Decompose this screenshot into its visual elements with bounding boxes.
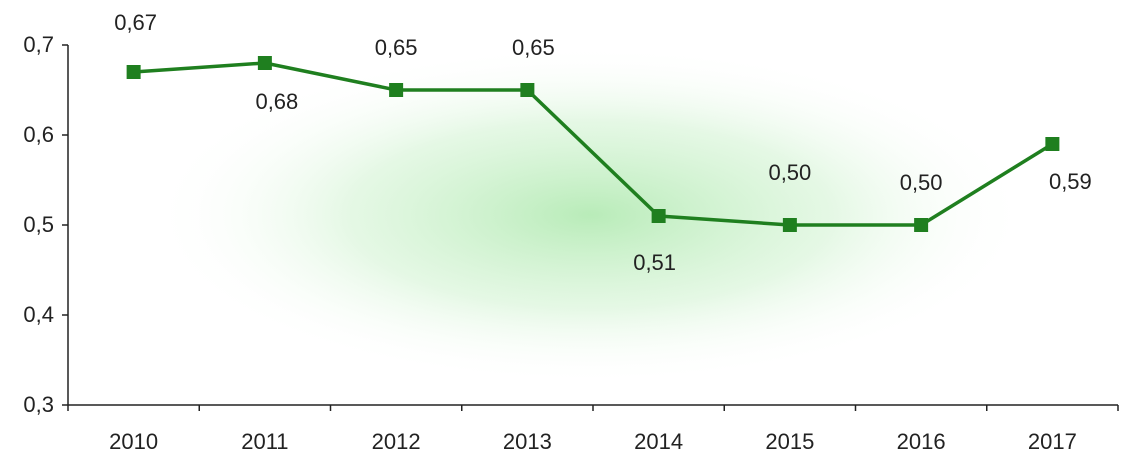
series-line xyxy=(133,61,1054,227)
x-tick-label: 2010 xyxy=(109,429,158,454)
data-label: 0,67 xyxy=(114,10,157,35)
data-point-marker xyxy=(651,209,666,223)
x-tick-label: 2014 xyxy=(634,429,683,454)
data-point-marker xyxy=(520,83,535,97)
data-label: 0,65 xyxy=(512,35,555,60)
plot-background-glow xyxy=(150,45,1030,385)
x-tick-label: 2013 xyxy=(503,429,552,454)
x-tick-label: 2016 xyxy=(897,429,946,454)
y-tick-label: 0,6 xyxy=(23,122,54,147)
x-tick-label: 2012 xyxy=(372,429,421,454)
data-point-marker xyxy=(1045,137,1060,151)
y-tick-label: 0,3 xyxy=(23,392,54,417)
x-tick-label: 2011 xyxy=(241,429,288,454)
data-label: 0,50 xyxy=(768,160,811,185)
data-label: 0,65 xyxy=(375,35,418,60)
data-point-marker xyxy=(389,83,404,97)
data-point-marker xyxy=(257,56,272,70)
y-tick-label: 0,7 xyxy=(23,32,54,57)
data-label: 0,59 xyxy=(1049,169,1092,194)
data-label: 0,50 xyxy=(900,170,943,195)
data-point-marker xyxy=(914,218,929,232)
y-tick-label: 0,4 xyxy=(23,302,54,327)
data-label: 0,51 xyxy=(633,250,676,275)
x-tick-label: 2017 xyxy=(1028,429,1077,454)
x-tick-label: 2015 xyxy=(765,429,814,454)
data-point-marker xyxy=(782,218,797,232)
data-point-marker xyxy=(126,65,141,79)
y-tick-label: 0,5 xyxy=(23,212,54,237)
data-label: 0,68 xyxy=(255,89,298,114)
